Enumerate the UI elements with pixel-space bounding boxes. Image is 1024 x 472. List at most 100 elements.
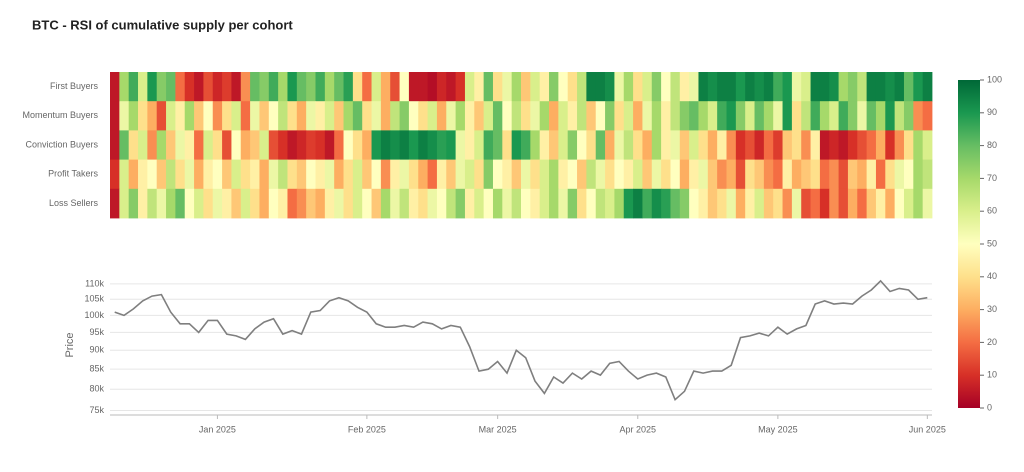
y-tick-label: 80k: [89, 384, 104, 394]
heat-cell: [380, 101, 391, 131]
heat-cell: [885, 72, 896, 102]
heat-cell: [259, 72, 270, 102]
heat-cell: [492, 72, 503, 102]
x-tick-label: Apr 2025: [619, 424, 656, 434]
heat-cell: [259, 130, 270, 160]
heat-cell: [128, 130, 139, 160]
heat-cell: [380, 72, 391, 102]
heat-cell: [894, 130, 905, 160]
heat-cell: [614, 72, 625, 102]
heat-cell: [380, 188, 391, 219]
heat-cell: [819, 159, 830, 190]
heat-cell: [184, 72, 195, 102]
heat-cell: [156, 130, 167, 160]
heat-cell: [623, 188, 634, 219]
heat-cell: [679, 159, 690, 190]
heat-cell: [483, 130, 494, 160]
heat-cell: [614, 130, 625, 160]
heat-cell: [147, 72, 158, 102]
heat-cell: [464, 130, 475, 160]
heat-cell: [838, 188, 849, 219]
heat-cell: [502, 130, 513, 160]
heat-cell: [250, 130, 260, 160]
heat-cell: [231, 130, 242, 160]
heat-cell: [679, 130, 690, 160]
heat-cell: [894, 72, 905, 102]
heat-cell: [343, 72, 354, 102]
heat-cell: [857, 130, 868, 160]
heat-cell: [913, 188, 924, 219]
heat-cell: [492, 101, 503, 131]
heat-cell: [801, 130, 811, 160]
heat-cell: [558, 130, 569, 160]
heat-cell: [763, 159, 774, 190]
heat-cell: [586, 72, 597, 102]
heat-cell: [287, 159, 298, 190]
heat-cell: [408, 159, 419, 190]
heat-cell: [698, 188, 709, 219]
y-tick-label: 85k: [89, 364, 104, 374]
heat-cell: [446, 130, 457, 160]
heat-cell: [829, 130, 839, 160]
heat-cell: [922, 130, 933, 160]
heat-cell: [147, 188, 158, 219]
colorbar-tick-label: 0: [987, 402, 992, 412]
heat-cell: [595, 159, 606, 190]
heat-cell: [278, 130, 288, 160]
heat-cell: [819, 72, 830, 102]
heat-cell: [268, 159, 279, 190]
heat-cell: [212, 159, 223, 190]
heat-cell: [521, 159, 531, 190]
heat-cell: [829, 159, 839, 190]
heat-cell: [175, 188, 186, 219]
y-tick-label: 100k: [84, 310, 104, 320]
heat-cell: [875, 130, 886, 160]
heat-cell: [651, 130, 662, 160]
heat-cell: [689, 101, 699, 131]
heat-cell: [885, 130, 896, 160]
heat-cell: [455, 101, 466, 131]
heat-cell: [474, 72, 485, 102]
heat-cell: [474, 188, 485, 219]
heat-cell: [698, 101, 709, 131]
colorbar-tick-label: 50: [987, 238, 997, 248]
heat-cell: [250, 101, 260, 131]
heat-cell: [166, 101, 176, 131]
heat-cell: [829, 101, 839, 131]
y-tick-label: 75k: [89, 405, 104, 415]
heat-cell: [194, 130, 204, 160]
heat-cell: [175, 159, 186, 190]
heat-cell: [119, 130, 130, 160]
heat-cell: [567, 101, 578, 131]
x-tick-label: May 2025: [758, 424, 798, 434]
heat-cell: [595, 101, 606, 131]
heat-cell: [567, 130, 578, 160]
heat-cell: [726, 130, 737, 160]
heat-cell: [138, 130, 148, 160]
heat-cell: [605, 72, 615, 102]
heat-cell: [913, 130, 924, 160]
heat-cell: [464, 72, 475, 102]
heat-cell: [128, 101, 139, 131]
heat-cell: [577, 188, 587, 219]
heat-cell: [829, 188, 839, 219]
heat-cell: [623, 159, 634, 190]
heat-cell: [661, 101, 671, 131]
heat-cell: [763, 188, 774, 219]
heat-cell: [866, 188, 877, 219]
heat-cell: [511, 101, 522, 131]
colorbar-tick-label: 40: [987, 271, 997, 281]
heat-cell: [483, 72, 494, 102]
heat-cell: [521, 72, 531, 102]
row-label: Conviction Buyers: [25, 139, 98, 149]
heat-cell: [110, 188, 120, 219]
heat-cell: [287, 101, 298, 131]
x-tick-label: Jan 2025: [199, 424, 236, 434]
heat-cell: [390, 188, 400, 219]
heat-cell: [436, 130, 447, 160]
heat-cell: [166, 130, 176, 160]
heat-cell: [222, 101, 232, 131]
heat-cell: [380, 159, 391, 190]
chart-title: BTC - RSI of cumulative supply per cohor…: [32, 17, 293, 32]
